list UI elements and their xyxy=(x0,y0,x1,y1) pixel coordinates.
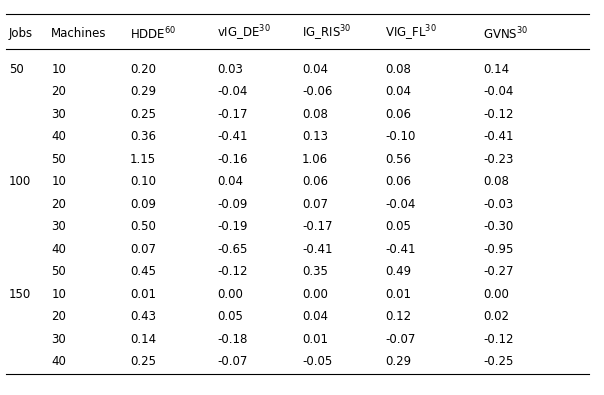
Text: -0.07: -0.07 xyxy=(217,356,248,368)
Text: -0.04: -0.04 xyxy=(217,85,248,98)
Text: 0.04: 0.04 xyxy=(302,310,328,323)
Text: -0.25: -0.25 xyxy=(483,356,513,368)
Text: 0.05: 0.05 xyxy=(385,220,411,233)
Text: 0.45: 0.45 xyxy=(130,265,156,278)
Text: 0.02: 0.02 xyxy=(483,310,509,323)
Text: 0.09: 0.09 xyxy=(130,198,156,211)
Text: -0.30: -0.30 xyxy=(483,220,513,233)
Text: 1.15: 1.15 xyxy=(130,153,156,166)
Text: 40: 40 xyxy=(51,356,66,368)
Text: 40: 40 xyxy=(51,130,66,143)
Text: -0.41: -0.41 xyxy=(385,243,416,256)
Text: -0.27: -0.27 xyxy=(483,265,513,278)
Text: 0.04: 0.04 xyxy=(302,63,328,75)
Text: IG_RIS$^{30}$: IG_RIS$^{30}$ xyxy=(302,24,352,43)
Text: -0.16: -0.16 xyxy=(217,153,248,166)
Text: 0.10: 0.10 xyxy=(130,175,156,188)
Text: 40: 40 xyxy=(51,243,66,256)
Text: -0.65: -0.65 xyxy=(217,243,248,256)
Text: -0.12: -0.12 xyxy=(483,108,513,120)
Text: GVNS$^{30}$: GVNS$^{30}$ xyxy=(483,25,528,42)
Text: 0.01: 0.01 xyxy=(130,288,156,301)
Text: 0.12: 0.12 xyxy=(385,310,411,323)
Text: -0.12: -0.12 xyxy=(217,265,248,278)
Text: -0.41: -0.41 xyxy=(483,130,513,143)
Text: 1.06: 1.06 xyxy=(302,153,328,166)
Text: -0.03: -0.03 xyxy=(483,198,513,211)
Text: 50: 50 xyxy=(51,153,66,166)
Text: 0.25: 0.25 xyxy=(130,108,156,120)
Text: 150: 150 xyxy=(9,288,31,301)
Text: 50: 50 xyxy=(9,63,24,75)
Text: -0.19: -0.19 xyxy=(217,220,248,233)
Text: -0.41: -0.41 xyxy=(302,243,332,256)
Text: 10: 10 xyxy=(51,63,66,75)
Text: 0.43: 0.43 xyxy=(130,310,156,323)
Text: 0.29: 0.29 xyxy=(385,356,411,368)
Text: -0.17: -0.17 xyxy=(302,220,332,233)
Text: 0.06: 0.06 xyxy=(302,175,328,188)
Text: 0.36: 0.36 xyxy=(130,130,156,143)
Text: 30: 30 xyxy=(51,333,66,346)
Text: 0.49: 0.49 xyxy=(385,265,411,278)
Text: 0.07: 0.07 xyxy=(302,198,328,211)
Text: -0.17: -0.17 xyxy=(217,108,248,120)
Text: 0.08: 0.08 xyxy=(302,108,328,120)
Text: 0.04: 0.04 xyxy=(385,85,411,98)
Text: 0.00: 0.00 xyxy=(483,288,509,301)
Text: Jobs: Jobs xyxy=(9,27,33,40)
Text: 10: 10 xyxy=(51,175,66,188)
Text: 0.25: 0.25 xyxy=(130,356,156,368)
Text: -0.12: -0.12 xyxy=(483,333,513,346)
Text: 0.29: 0.29 xyxy=(130,85,156,98)
Text: 0.06: 0.06 xyxy=(385,108,411,120)
Text: 0.00: 0.00 xyxy=(302,288,328,301)
Text: 0.13: 0.13 xyxy=(302,130,328,143)
Text: -0.41: -0.41 xyxy=(217,130,248,143)
Text: 20: 20 xyxy=(51,198,66,211)
Text: -0.95: -0.95 xyxy=(483,243,513,256)
Text: 10: 10 xyxy=(51,288,66,301)
Text: 0.08: 0.08 xyxy=(385,63,411,75)
Text: 0.14: 0.14 xyxy=(130,333,156,346)
Text: 0.00: 0.00 xyxy=(217,288,243,301)
Text: 0.07: 0.07 xyxy=(130,243,156,256)
Text: -0.05: -0.05 xyxy=(302,356,332,368)
Text: 0.56: 0.56 xyxy=(385,153,411,166)
Text: 0.01: 0.01 xyxy=(302,333,328,346)
Text: 0.14: 0.14 xyxy=(483,63,509,75)
Text: -0.06: -0.06 xyxy=(302,85,332,98)
Text: 0.01: 0.01 xyxy=(385,288,411,301)
Text: -0.04: -0.04 xyxy=(483,85,513,98)
Text: -0.09: -0.09 xyxy=(217,198,248,211)
Text: 50: 50 xyxy=(51,265,66,278)
Text: 20: 20 xyxy=(51,85,66,98)
Text: 0.20: 0.20 xyxy=(130,63,156,75)
Text: -0.04: -0.04 xyxy=(385,198,416,211)
Text: 0.03: 0.03 xyxy=(217,63,243,75)
Text: 0.08: 0.08 xyxy=(483,175,509,188)
Text: 0.06: 0.06 xyxy=(385,175,411,188)
Text: VIG_FL$^{30}$: VIG_FL$^{30}$ xyxy=(385,24,437,43)
Text: vIG_DE$^{30}$: vIG_DE$^{30}$ xyxy=(217,24,271,43)
Text: 0.35: 0.35 xyxy=(302,265,328,278)
Text: -0.07: -0.07 xyxy=(385,333,416,346)
Text: 30: 30 xyxy=(51,220,66,233)
Text: 20: 20 xyxy=(51,310,66,323)
Text: -0.18: -0.18 xyxy=(217,333,248,346)
Text: 0.04: 0.04 xyxy=(217,175,243,188)
Text: HDDE$^{60}$: HDDE$^{60}$ xyxy=(130,25,176,42)
Text: Machines: Machines xyxy=(51,27,107,40)
Text: 100: 100 xyxy=(9,175,31,188)
Text: -0.23: -0.23 xyxy=(483,153,513,166)
Text: 0.50: 0.50 xyxy=(130,220,156,233)
Text: 0.05: 0.05 xyxy=(217,310,243,323)
Text: -0.10: -0.10 xyxy=(385,130,416,143)
Text: 30: 30 xyxy=(51,108,66,120)
